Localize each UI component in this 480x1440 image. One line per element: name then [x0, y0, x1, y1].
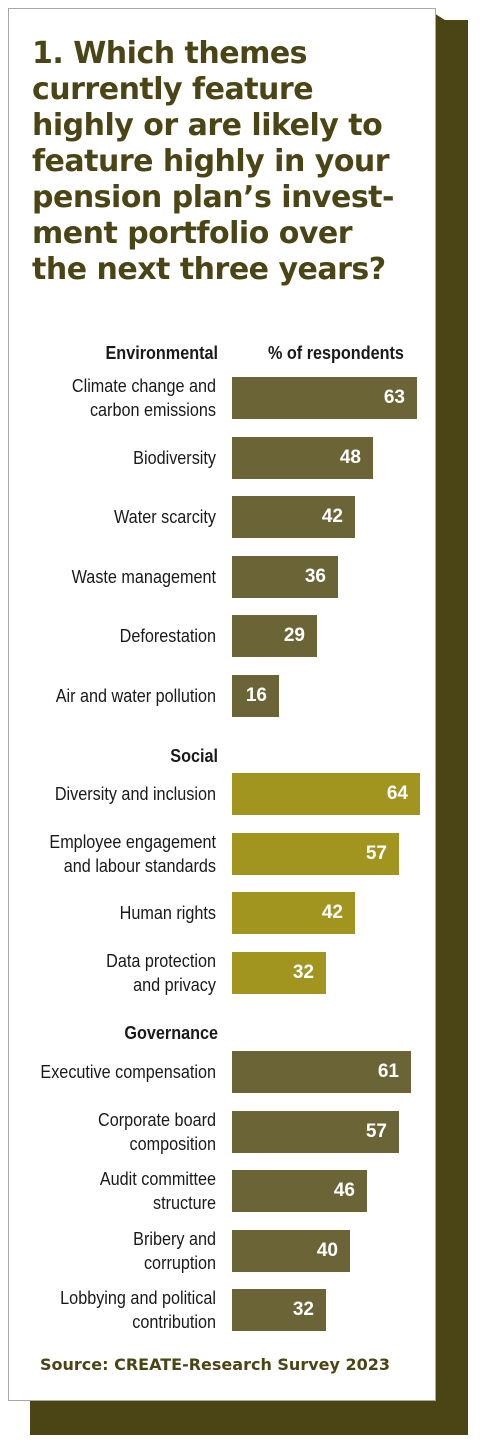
category-label-line: Corporate board [98, 1109, 216, 1130]
category-label-line: and labour standards [63, 855, 216, 876]
category-label-line: Executive compensation [40, 1062, 216, 1082]
bar: 32 [232, 951, 326, 994]
category-label: Corporate board composition [18, 1108, 216, 1156]
category-label-line: composition [129, 1133, 216, 1154]
column-header: % of respondents [268, 343, 404, 363]
bar-value-label: 16 [245, 684, 267, 706]
bar-value-label: 57 [365, 1120, 387, 1142]
category-label-line: Biodiversity [133, 447, 216, 468]
category-label-line: corruption [143, 1252, 216, 1273]
bar-value-label: 32 [292, 961, 314, 983]
bar: 40 [232, 1229, 350, 1272]
bar-value-label: 64 [386, 783, 408, 804]
category-label: Bribery and corruption [18, 1227, 216, 1275]
category-label-line: contribution [132, 1312, 216, 1332]
bar-value-label: 42 [321, 506, 343, 527]
category-label-line: carbon emissions [89, 400, 216, 420]
bar: 42 [232, 496, 355, 538]
chart-title: 1. Which themes currently feature highly… [32, 36, 394, 287]
category-label-line: Data protection [106, 950, 216, 971]
category-label: Executive compensation [18, 1060, 216, 1084]
category-label-line: Water scarcity [113, 507, 216, 527]
category-label: Data protection and privacy [18, 949, 216, 997]
bar: 63 [232, 377, 417, 419]
category-label: Climate change and carbon emissions [18, 374, 216, 422]
bar: 48 [232, 436, 373, 479]
bar: 16 [232, 674, 279, 717]
category-label: Waste management [18, 565, 216, 589]
bar: 57 [232, 1110, 399, 1153]
bar: 46 [232, 1170, 367, 1212]
category-label-line: Air and water pollution [55, 685, 216, 706]
bar: 61 [232, 1051, 411, 1093]
category-label-line: Climate change and [71, 376, 216, 396]
category-label: Air and water pollution [18, 684, 216, 708]
group-header-environmental: Environmental [105, 343, 218, 363]
bar-value-label: 29 [283, 625, 305, 646]
bar: 29 [232, 615, 317, 657]
category-label-line: Employee engagement [49, 831, 216, 852]
category-label: Audit committee structure [18, 1167, 216, 1215]
category-label: Human rights [18, 901, 216, 925]
bar-value-label: 48 [339, 446, 361, 468]
category-label-line: Waste management [71, 566, 216, 587]
bar-value-label: 42 [321, 902, 343, 923]
bar-value-label: 46 [333, 1180, 355, 1201]
group-header-social: Social [170, 746, 218, 766]
group-header-governance: Governance [124, 1023, 218, 1043]
category-label-line: Lobbying and political [60, 1288, 217, 1308]
category-label: Deforestation [18, 624, 216, 648]
category-label-line: structure [152, 1193, 216, 1213]
category-label: Employee engagement and labour standards [18, 830, 216, 878]
bar-value-label: 32 [292, 1299, 314, 1320]
bar-value-label: 61 [377, 1061, 399, 1082]
category-label: Biodiversity [18, 446, 216, 470]
source-note: Source: CREATE-Research Survey 2023 [40, 1355, 391, 1374]
category-label-line: Deforestation [119, 626, 216, 646]
category-label-line: Diversity and inclusion [54, 784, 217, 804]
bar-value-label: 63 [383, 387, 405, 408]
bar: 42 [232, 892, 355, 934]
bar-value-label: 40 [316, 1239, 338, 1261]
infographic-card [8, 8, 436, 1401]
category-label: Water scarcity [18, 505, 216, 529]
bar: 64 [232, 773, 420, 815]
bar: 57 [232, 832, 399, 875]
bar-value-label: 57 [365, 842, 387, 864]
category-label-line: Human rights [119, 903, 216, 923]
bar-value-label: 36 [304, 565, 326, 587]
category-label-line: Bribery and [133, 1228, 216, 1249]
category-label-line: and privacy [133, 974, 216, 995]
category-label: Diversity and inclusion [18, 782, 216, 806]
bar: 36 [232, 555, 338, 598]
category-label: Lobbying and political contribution [18, 1286, 216, 1334]
category-label-line: Audit committee [99, 1169, 216, 1189]
bar: 32 [232, 1289, 326, 1331]
